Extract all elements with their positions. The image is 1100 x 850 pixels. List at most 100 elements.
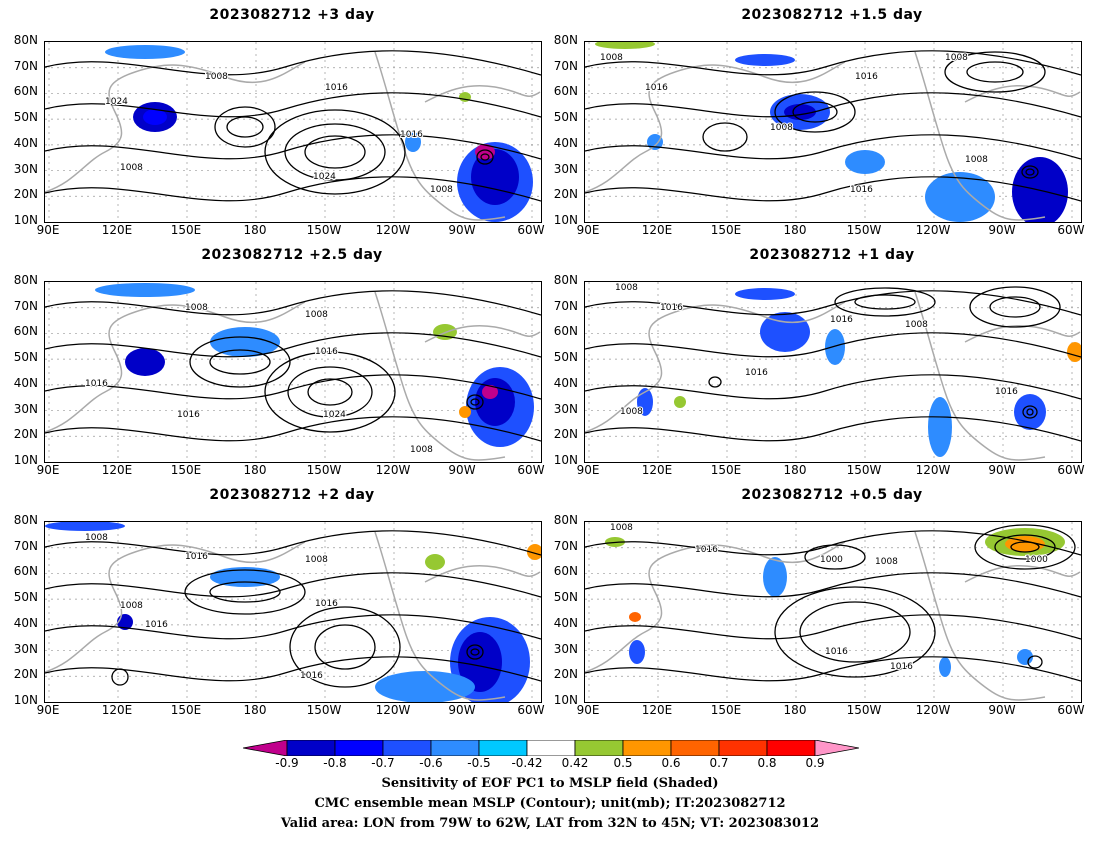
isobar: [585, 614, 1081, 640]
lon-tick-label: 150E: [170, 463, 202, 477]
isobar-closed: [314, 624, 376, 670]
lat-tick-label: 50N: [553, 590, 578, 605]
isobar: [585, 332, 1081, 358]
isobar-closed: [774, 586, 936, 678]
sensitivity-shade: [459, 406, 471, 418]
lon-tick-label: 150W: [306, 223, 342, 237]
lat-tick-label: 10N: [553, 693, 578, 707]
isobar-closed: [480, 153, 490, 161]
lon-tick-label: 90E: [576, 703, 600, 717]
contour-label: 1016: [315, 599, 338, 609]
isobar: [585, 572, 1081, 598]
lat-tick-label: 40N: [13, 615, 38, 630]
contour-label: 1024: [313, 172, 336, 182]
sensitivity-shade: [45, 522, 125, 531]
lon-tick-label: 90E: [36, 703, 60, 717]
isobar-closed: [184, 569, 306, 615]
isobar-closed: [189, 336, 291, 388]
lon-tick-label: 150E: [710, 223, 742, 237]
lon-tick-label: 120E: [101, 223, 133, 237]
lon-tick-label: 120W: [915, 463, 951, 477]
sensitivity-shade: [475, 144, 495, 160]
contour-label: 1008: [945, 53, 968, 63]
sensitivity-shade: [674, 396, 686, 408]
sensitivity-shade: [939, 657, 951, 677]
sensitivity-map: 1008 1016 1008 1016 1016 1008 1016: [44, 521, 542, 703]
colorbar: -0.9 -0.8 -0.7 -0.6 -0.5 -0.42 0.42 0.5 0.6 0.7 0.…: [242, 739, 860, 780]
lon-tick-label: 150W: [846, 223, 882, 237]
panel-title: 2023082712 +2 day: [209, 487, 375, 503]
colorbar-swatch: [766, 739, 816, 757]
lon-tick-label: 150W: [306, 463, 342, 477]
contour-label: 1008: [205, 72, 228, 82]
contour-label: 1008: [615, 283, 638, 293]
lat-tick-label: 40N: [553, 135, 578, 150]
lat-tick-label: 30N: [13, 401, 38, 416]
map-canvas: 1024 1008 1016 1024 1016 1008 1008: [45, 42, 541, 222]
panel-title: 2023082712 +2.5 day: [201, 247, 383, 263]
contour-label: 1008: [620, 407, 643, 417]
lat-tick-label: 70N: [553, 298, 578, 313]
map-canvas: 1008 1016 1008 1016 1008 1016 1008: [585, 42, 1081, 222]
colorbar-tick-label: 0.7: [709, 756, 729, 770]
map-panel: 2023082712 +1 day 1008 1016 1016 1016 1008 101…: [540, 240, 1096, 480]
panel-title: 2023082712 +1.5 day: [741, 7, 923, 23]
contour-label: 1000: [820, 555, 843, 565]
contour-label: 1008: [305, 310, 328, 320]
colorbar-swatch: [382, 739, 432, 757]
sensitivity-shade: [1017, 649, 1033, 665]
sensitivity-shade: [375, 671, 475, 702]
lon-tick-label: 180: [243, 223, 267, 237]
contour-label: 1016: [660, 303, 683, 313]
lon-tick-label: 90W: [448, 223, 476, 237]
isobar: [585, 50, 1081, 76]
lon-tick-label: 60W: [1057, 463, 1085, 477]
sensitivity-shade: [595, 42, 655, 49]
isobar-closed: [307, 378, 353, 406]
lat-tick-label: 40N: [13, 135, 38, 150]
sensitivity-shade: [629, 640, 645, 664]
sensitivity-shade: [405, 132, 421, 152]
contour-label: 1016: [850, 185, 873, 195]
isobar-closed: [1027, 655, 1043, 669]
isobar: [585, 656, 1081, 682]
coastline: [45, 51, 541, 221]
lon-tick-label: 120W: [375, 223, 411, 237]
colorbar-swatch: [478, 739, 528, 757]
contour-label: 1016: [400, 130, 423, 140]
isobar-closed: [289, 606, 401, 688]
colorbar-tick-label: 0.9: [805, 756, 825, 770]
colorbar-tick-label: 0.6: [661, 756, 681, 770]
lat-tick-label: 20N: [13, 667, 38, 682]
sensitivity-map: 1008 1016 1000 1008 1016 1016 1000: [584, 521, 1082, 703]
lon-tick-label: 120W: [915, 703, 951, 717]
map-panel: 2023082712 +3 day 1024 1008 1016 1024 1016 100…: [0, 0, 556, 240]
isobar-closed: [284, 123, 386, 181]
contour-label: 1016: [185, 552, 208, 562]
sensitivity-shade: [105, 45, 185, 59]
map-panel: 2023082712 +2 day 1008 1016 1008 1016 1016 100…: [0, 480, 556, 720]
sensitivity-shade: [845, 150, 885, 174]
panel-title: 2023082712 +0.5 day: [741, 487, 923, 503]
contour-label: 1016: [890, 662, 913, 672]
lat-tick-label: 80N: [553, 513, 578, 527]
lat-tick-label: 20N: [553, 187, 578, 202]
contour-label: 1016: [325, 83, 348, 93]
lat-tick-label: 80N: [13, 513, 38, 527]
sensitivity-shade: [471, 149, 519, 205]
map-panel: 2023082712 +2.5 day 1008 1008 1016 1024 1016 1…: [0, 240, 556, 480]
lat-tick-label: 70N: [13, 298, 38, 313]
isobar: [45, 374, 541, 400]
sensitivity-map: 1008 1016 1016 1016 1008 1016 1008: [584, 281, 1082, 463]
lat-tick-label: 40N: [553, 615, 578, 630]
lat-tick-label: 70N: [13, 58, 38, 73]
map-canvas: 1008 1016 1016 1016 1008 1016 1008: [585, 282, 1081, 462]
sensitivity-shade: [735, 288, 795, 300]
coastline: [585, 51, 1081, 221]
lon-tick-label: 120W: [915, 223, 951, 237]
sensitivity-shade: [95, 283, 195, 297]
sensitivity-shade: [143, 109, 167, 125]
lon-tick-label: 180: [243, 703, 267, 717]
isobar-closed: [209, 581, 281, 603]
colorbar-tick-label: 0.8: [757, 756, 777, 770]
